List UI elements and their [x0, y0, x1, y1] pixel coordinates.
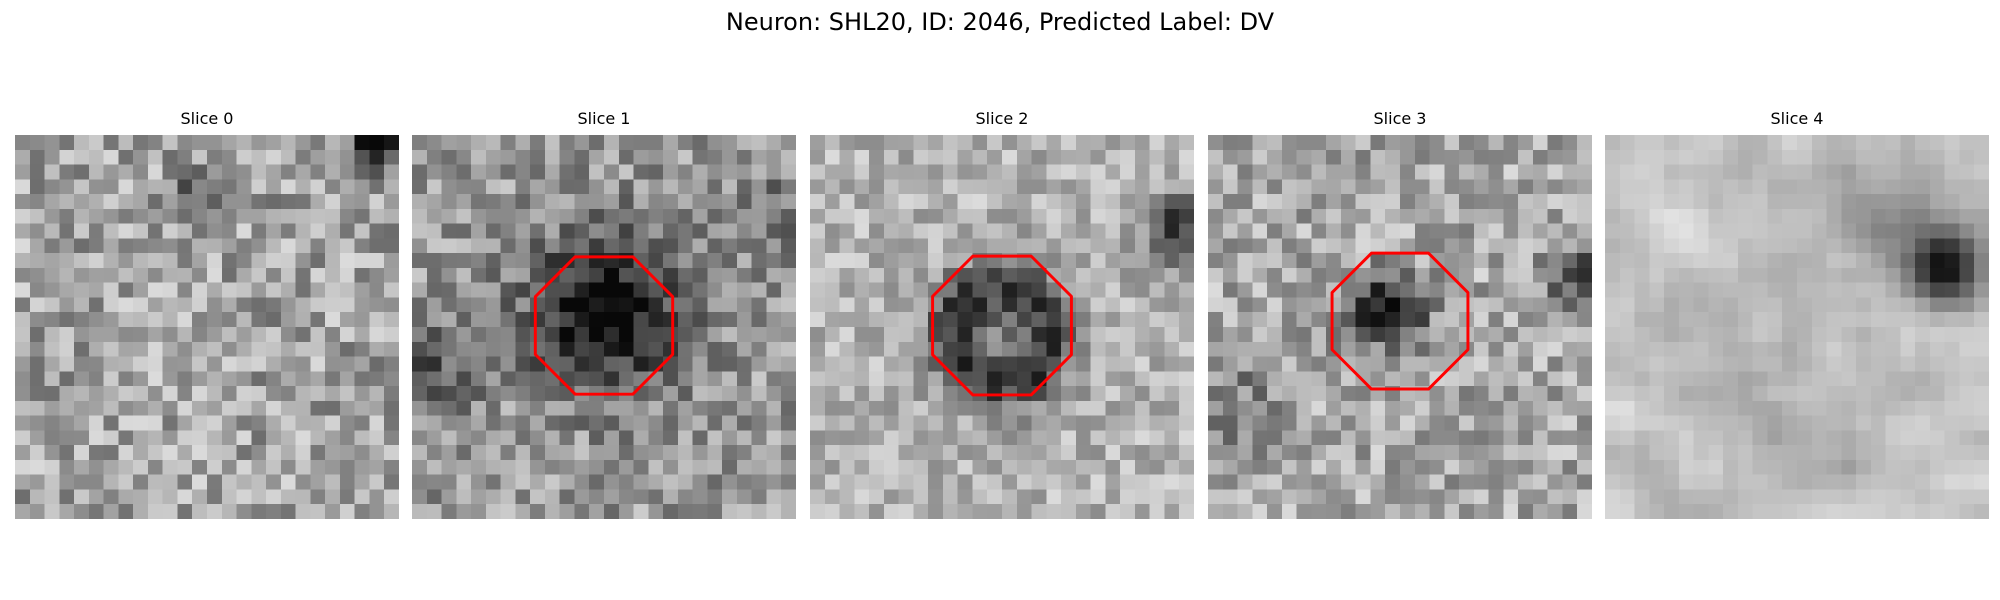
slice-image-1 — [412, 135, 796, 519]
roi-outline-1 — [533, 255, 675, 396]
slice-panel-3: Slice 3 — [1208, 108, 1592, 522]
slice-title-2: Slice 2 — [975, 109, 1029, 128]
slice-title-0: Slice 0 — [180, 109, 234, 128]
figure-title: Neuron: SHL20, ID: 2046, Predicted Label… — [725, 8, 1275, 36]
slice-panel-2: Slice 2 — [810, 108, 1194, 522]
slice-image-3 — [1208, 135, 1592, 519]
slice-panel-1: Slice 1 — [412, 108, 796, 522]
slice-panel-0: Slice 0 — [15, 108, 399, 522]
roi-outline-2 — [931, 254, 1073, 397]
slice-title-1: Slice 1 — [577, 109, 631, 128]
slice-image-2 — [810, 135, 1194, 519]
slice-image-0 — [15, 135, 399, 519]
roi-outline-3 — [1330, 251, 1470, 391]
slice-title-3: Slice 3 — [1373, 109, 1427, 128]
slice-title-4: Slice 4 — [1770, 109, 1824, 128]
slice-panel-4: Slice 4 — [1605, 108, 1989, 522]
slice-image-4 — [1605, 135, 1989, 519]
